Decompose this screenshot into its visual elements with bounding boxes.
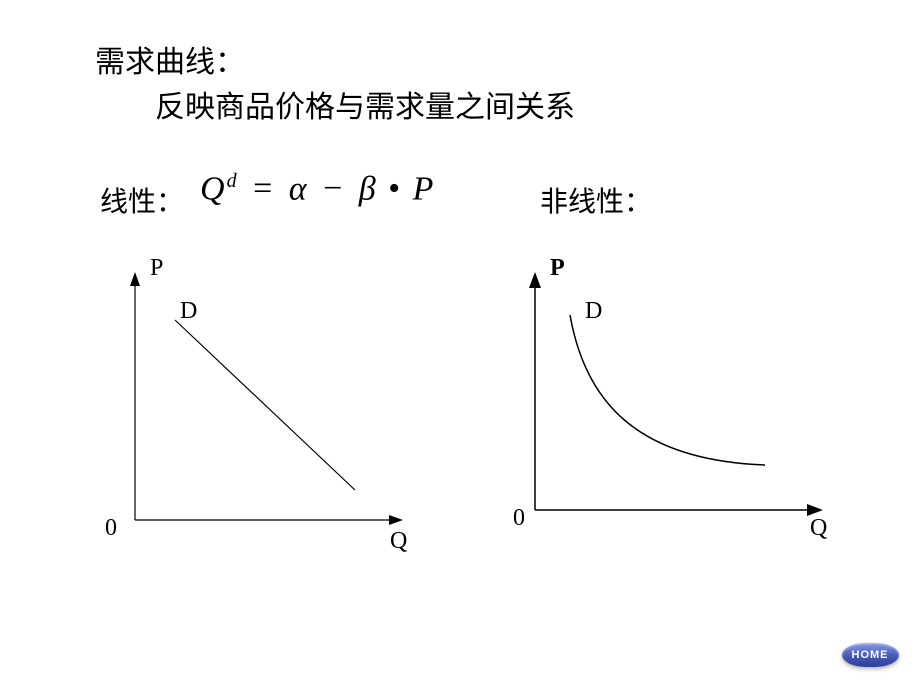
home-button-label: HOME (842, 643, 899, 667)
demand-line (175, 320, 355, 490)
nonlinear-chart-svg (495, 260, 835, 560)
y-axis-arrow-icon (529, 272, 541, 288)
formula-alpha: α (289, 170, 307, 207)
origin-label-0: 0 (513, 505, 525, 532)
formula-beta: β (359, 170, 376, 207)
origin-label-0: 0 (105, 515, 117, 542)
y-axis-label-P: P (150, 255, 163, 282)
formula-P: P (413, 170, 434, 207)
home-button[interactable]: HOME (835, 635, 905, 675)
nonlinear-label: 非线性： (540, 180, 652, 220)
title-line1: 需求曲线： (95, 40, 575, 85)
linear-demand-chart: P D 0 Q (95, 260, 415, 560)
curve-label-D: D (180, 298, 197, 325)
title-line2: 反映商品价格与需求量之间关系 (155, 85, 575, 130)
formula-dot: • (388, 170, 400, 207)
linear-formula: Qd = α − β • P (200, 170, 433, 208)
formula-sup-d: d (227, 170, 237, 192)
y-axis-arrow-icon (130, 272, 140, 286)
formula-minus: − (323, 170, 342, 207)
linear-label: 线性： (100, 180, 184, 220)
x-axis-arrow-icon (389, 515, 403, 525)
formula-eq: = (253, 170, 272, 207)
y-axis-label-P: P (550, 255, 565, 282)
curve-label-D: D (585, 298, 602, 325)
formula-Q: Q (200, 170, 225, 207)
x-axis-label-Q: Q (390, 528, 407, 555)
linear-chart-svg (95, 260, 415, 560)
nonlinear-demand-chart: P D 0 Q (495, 260, 835, 560)
x-axis-label-Q: Q (810, 515, 827, 542)
demand-curve (570, 315, 765, 465)
title-block: 需求曲线： 反映商品价格与需求量之间关系 (95, 40, 575, 130)
